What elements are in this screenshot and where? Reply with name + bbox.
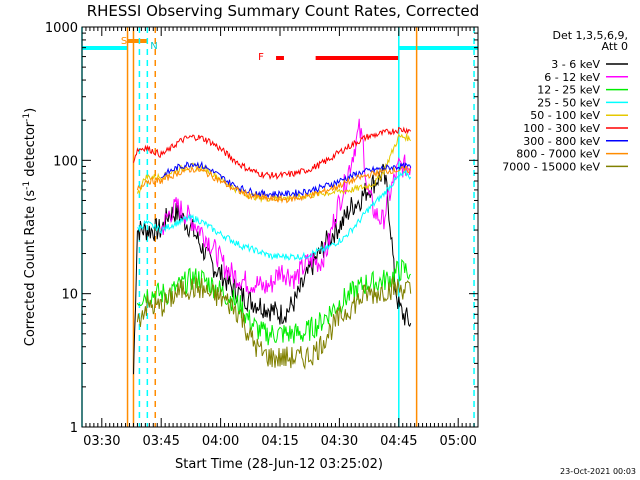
series-line [136,275,412,371]
legend-label: 300 - 800 keV [523,135,600,148]
annotation-flare-label: F [258,52,264,63]
series-line [133,163,412,375]
footer-timestamp: 23-Oct-2021 00:03 [560,467,636,476]
y-axis-ticks: 1 10 100 1000 [45,21,478,436]
legend-label: 12 - 25 keV [537,84,600,97]
legend-label: 50 - 100 keV [530,109,600,122]
annotation-saa-label: S [121,36,127,47]
series-line [136,165,412,204]
legend-header: Att 0 [602,40,628,53]
x-tick-label: 05:00 [439,434,476,449]
legend-label: 25 - 50 keV [537,96,600,109]
x-tick-label: 03:45 [142,434,179,449]
chart-title: RHESSI Observing Summary Count Rates, Co… [87,2,480,20]
series-line [133,126,412,181]
annotation-bars [82,39,478,60]
y-tick-label: 100 [53,154,78,169]
legend-label: 800 - 7000 keV [516,148,600,161]
y-tick-label: 1000 [45,21,78,36]
x-tick-label: 04:15 [261,434,298,449]
x-tick-label: 04:00 [202,434,239,449]
series-line [161,160,412,199]
y-tick-label: 1 [70,421,78,436]
series-line [136,258,412,346]
legend-label: 6 - 12 keV [544,71,600,84]
legend-header: Det 1,3,5,6,9, [552,29,628,42]
x-tick-label: 04:30 [321,434,358,449]
series-line [137,168,412,261]
x-tick-label: 03:30 [83,434,120,449]
annotation-night-label: N [150,41,157,52]
y-tick-label: 10 [61,288,78,303]
x-axis-ticks: 03:30 03:45 04:00 04:15 04:30 04:45 05:00 [81,27,479,449]
legend-label: 100 - 300 keV [523,122,600,135]
legend-label: 3 - 6 keV [551,58,600,71]
series-lines [133,118,412,375]
y-axis-label: Corrected Count Rate (s-1 detector-1) [22,108,38,346]
x-axis-label: Start Time (28-Jun-12 03:25:02) [175,457,383,472]
legend-label: 7000 - 15000 keV [502,160,600,173]
x-tick-label: 04:45 [380,434,417,449]
series-line [160,118,412,295]
